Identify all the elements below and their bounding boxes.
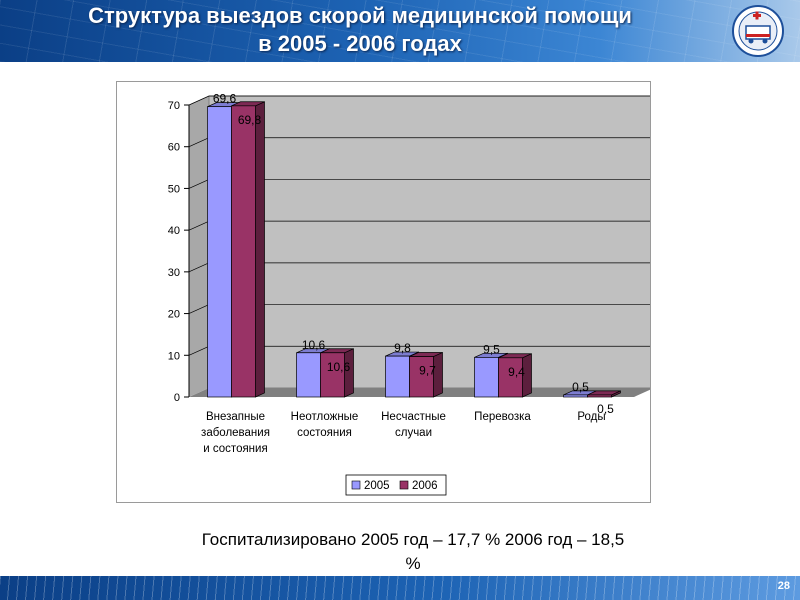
footer-bar: 28	[0, 576, 800, 600]
gridline-side	[188, 220, 210, 231]
data-label: 0,5	[572, 380, 589, 394]
y-tick-label: 20	[168, 309, 180, 321]
gridline-side	[188, 179, 210, 189]
data-label: 69,6	[213, 92, 237, 106]
bar-2006-2	[409, 356, 434, 398]
x-tick-label: Неотложные состояния	[291, 411, 359, 439]
caption-line-2: %	[405, 554, 421, 573]
y-tick-label: 60	[168, 142, 180, 154]
y-tick-label: 30	[168, 267, 180, 279]
x-tick-label: Перевозка	[474, 411, 531, 423]
x-tick-label-line: Несчастные	[381, 411, 446, 423]
data-label: 10,6	[302, 338, 326, 352]
legend-box	[345, 474, 447, 496]
gridline-side	[188, 304, 210, 314]
x-tick-label-line: случаи	[395, 427, 432, 439]
gridline-side	[188, 262, 210, 273]
x-tick-label-line: и состояния	[203, 443, 267, 455]
bar-side	[255, 101, 265, 398]
title-banner: Структура выездов скорой медицинской пом…	[0, 0, 800, 62]
x-tick-label-line: Неотложные	[291, 411, 359, 423]
chart-back-wall	[208, 95, 650, 389]
slide-title-line-2: в 2005 - 2006 годах	[258, 31, 462, 56]
y-tick-label: 10	[168, 350, 180, 362]
legend-label-2006: 2006	[412, 480, 438, 492]
data-label: 0,5	[597, 402, 614, 416]
bar-2005-4	[563, 394, 588, 398]
legend-swatch-2005	[351, 480, 361, 490]
y-tick-label: 40	[168, 225, 180, 237]
bar-2005-2	[385, 355, 410, 398]
data-label: 69,8	[238, 113, 262, 127]
ambulance-emblem-icon	[732, 5, 784, 57]
chart-side-wall	[189, 96, 209, 397]
bar-2006-1	[320, 352, 345, 398]
data-label: 9,5	[483, 342, 500, 356]
bar-2005-1	[296, 352, 321, 398]
gridline-side	[188, 95, 210, 106]
x-tick-label-line: заболевания	[201, 427, 270, 439]
caption-line-1: Госпитализировано 2005 год – 17,7 % 2006…	[201, 530, 625, 549]
bar-2006-4	[587, 394, 612, 398]
bar-2006-0	[231, 105, 256, 398]
data-label: 9,8	[394, 341, 411, 355]
x-tick-label-line: Внезапные	[206, 411, 265, 423]
bar-chart: 0 10 20 30 40 50 60 70 69,669,8 Внезапные заболева…	[168, 92, 650, 496]
y-tick-label: 0	[174, 392, 180, 404]
bar-2005-3	[474, 357, 499, 398]
slide-title-line-1: Структура выездов скорой медицинской пом…	[88, 3, 632, 28]
y-tick-label: 50	[168, 183, 180, 195]
gridline-side	[188, 137, 210, 148]
x-tick-label-line: Роды	[577, 411, 605, 423]
x-tick-label-line: состояния	[297, 427, 352, 439]
x-tick-label: Несчастные случаи	[381, 411, 446, 439]
page-number: 28	[777, 580, 790, 592]
data-label: 9,7	[419, 364, 436, 378]
bar-2006-3	[498, 357, 523, 398]
hospitalization-caption: Госпитализировано 2005 год – 17,7 % 2006…	[118, 528, 708, 576]
chart-area: 0 10 20 30 40 50 60 70 69,6 69,8 Внезапные заболева…	[116, 81, 651, 503]
legend-label-2005: 2005	[364, 480, 390, 492]
y-tick-label: 70	[168, 100, 180, 112]
data-label: 9,4	[508, 365, 525, 379]
x-tick-label: Внезапные заболевания и состояния	[201, 411, 270, 455]
slide-title: Структура выездов скорой медицинской пом…	[10, 2, 710, 58]
legend-swatch-2006	[399, 480, 409, 490]
gridline-side	[188, 345, 210, 356]
data-label: 10,6	[327, 360, 351, 374]
x-tick-label: Роды	[577, 411, 605, 423]
bar-2005-0	[207, 106, 232, 398]
x-tick-label-line: Перевозка	[474, 411, 531, 423]
